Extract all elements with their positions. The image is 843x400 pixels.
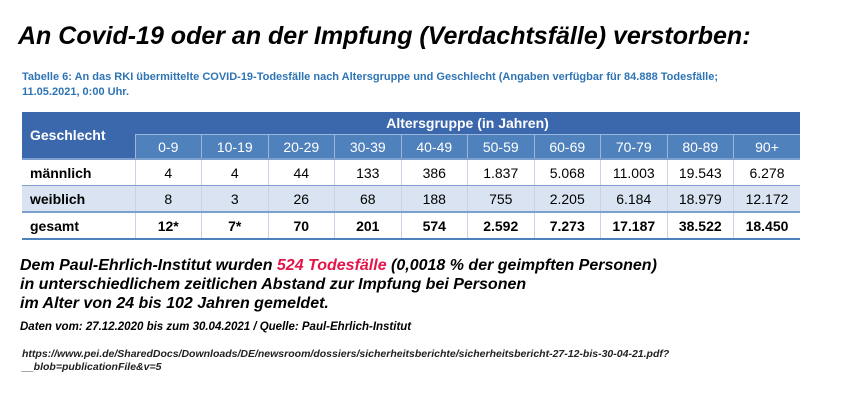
row-label: männlich (22, 158, 135, 186)
age-group-20-29: 20-29 (267, 134, 335, 159)
pei-statement-line-3: im Alter von 24 bis 102 Jahren gemeldet. (20, 295, 329, 312)
source-url-line-1: https://www.pei.de/SharedDocs/Downloads/… (22, 348, 670, 360)
table-cell: 44 (267, 158, 335, 186)
table-cell: 7* (201, 212, 268, 240)
source-note: Daten vom: 27.12.2020 bis zum 30.04.2021… (20, 321, 412, 333)
row-label: gesamt (22, 212, 135, 240)
table-cell: 6.184 (600, 185, 667, 213)
table-cell: 8 (134, 185, 202, 213)
source-url: https://www.pei.de/SharedDocs/Downloads/… (22, 348, 822, 374)
age-group-10-19: 10-19 (201, 134, 268, 159)
age-group-header: Altersgruppe (in Jahren) (135, 112, 800, 135)
age-group-60-69: 60-69 (533, 134, 601, 159)
table-cell: 70 (267, 212, 335, 240)
table-cell: 19.543 (666, 158, 734, 186)
table-header-row: Geschlecht Altersgruppe (in Jahren) (22, 112, 800, 160)
table-cell: 4 (201, 158, 268, 186)
table-cell: 3 (201, 185, 268, 213)
table-cell: 26 (267, 185, 335, 213)
table-cell: 68 (334, 185, 401, 213)
table-cell: 4 (134, 158, 202, 186)
table-caption: Tabelle 6: An das RKI übermittelte COVID… (22, 70, 802, 100)
table-caption-line-1: Tabelle 6: An das RKI übermittelte COVID… (22, 71, 718, 83)
age-group-70-79: 70-79 (600, 134, 667, 159)
table-cell: 188 (400, 185, 468, 213)
pei-statement-line-2: in unterschiedlichem zeitlichen Abstand … (20, 276, 527, 293)
table-cell: 574 (400, 212, 468, 240)
pei-statement-line-1: Dem Paul-Ehrlich-Institut wurden 524 Tod… (20, 256, 657, 275)
table-cell: 2.592 (467, 212, 534, 240)
table-cell: 38.522 (666, 212, 734, 240)
table-row-male: männlich 4 4 44 133 386 1.837 5.068 11.0… (22, 158, 800, 186)
age-group-80-89: 80-89 (666, 134, 734, 159)
table-cell: 2.205 (533, 185, 601, 213)
row-label: weiblich (22, 185, 135, 213)
source-url-line-2: __blob=publicationFile&v=5 (22, 361, 162, 373)
age-groups-row: 0-9 10-19 20-29 30-39 40-49 50-59 60-69 … (22, 134, 800, 159)
age-group-40-49: 40-49 (400, 134, 468, 159)
table-cell: 12* (134, 212, 202, 240)
table-row-total: gesamt 12* 7* 70 201 574 2.592 7.273 17.… (22, 212, 800, 240)
table-cell: 201 (334, 212, 401, 240)
table-cell: 6.278 (733, 158, 800, 186)
deaths-table: Geschlecht Altersgruppe (in Jahren) 0-9 … (22, 112, 800, 240)
table-cell: 18.450 (733, 212, 800, 240)
age-group-30-39: 30-39 (334, 134, 401, 159)
table-cell: 755 (467, 185, 534, 213)
pei-statement: Dem Paul-Ehrlich-Institut wurden 524 Tod… (20, 256, 657, 313)
table-cell: 18.979 (666, 185, 734, 213)
table-cell: 17.187 (600, 212, 667, 240)
sex-column-header: Geschlecht (22, 112, 135, 160)
death-count-highlight: 524 Todesfälle (276, 257, 387, 274)
table-cell: 5.068 (533, 158, 601, 186)
table-cell: 1.837 (467, 158, 534, 186)
age-group-50-59: 50-59 (467, 134, 534, 159)
age-group-90plus: 90+ (733, 134, 800, 159)
statement-text: (0,0018 % der geimpften Personen) (386, 257, 657, 274)
table-cell: 7.273 (533, 212, 601, 240)
age-group-0-9: 0-9 (134, 134, 202, 159)
table-caption-line-2: 11.05.2021, 0:00 Uhr. (22, 86, 130, 98)
table-cell: 11.003 (600, 158, 667, 186)
table-cell: 133 (334, 158, 401, 186)
table-cell: 12.172 (733, 185, 800, 213)
table-cell: 386 (400, 158, 468, 186)
statement-text: Dem Paul-Ehrlich-Institut wurden (20, 257, 277, 274)
headline: An Covid-19 oder an der Impfung (Verdach… (18, 22, 751, 50)
table-row-female: weiblich 8 3 26 68 188 755 2.205 6.184 1… (22, 185, 800, 213)
